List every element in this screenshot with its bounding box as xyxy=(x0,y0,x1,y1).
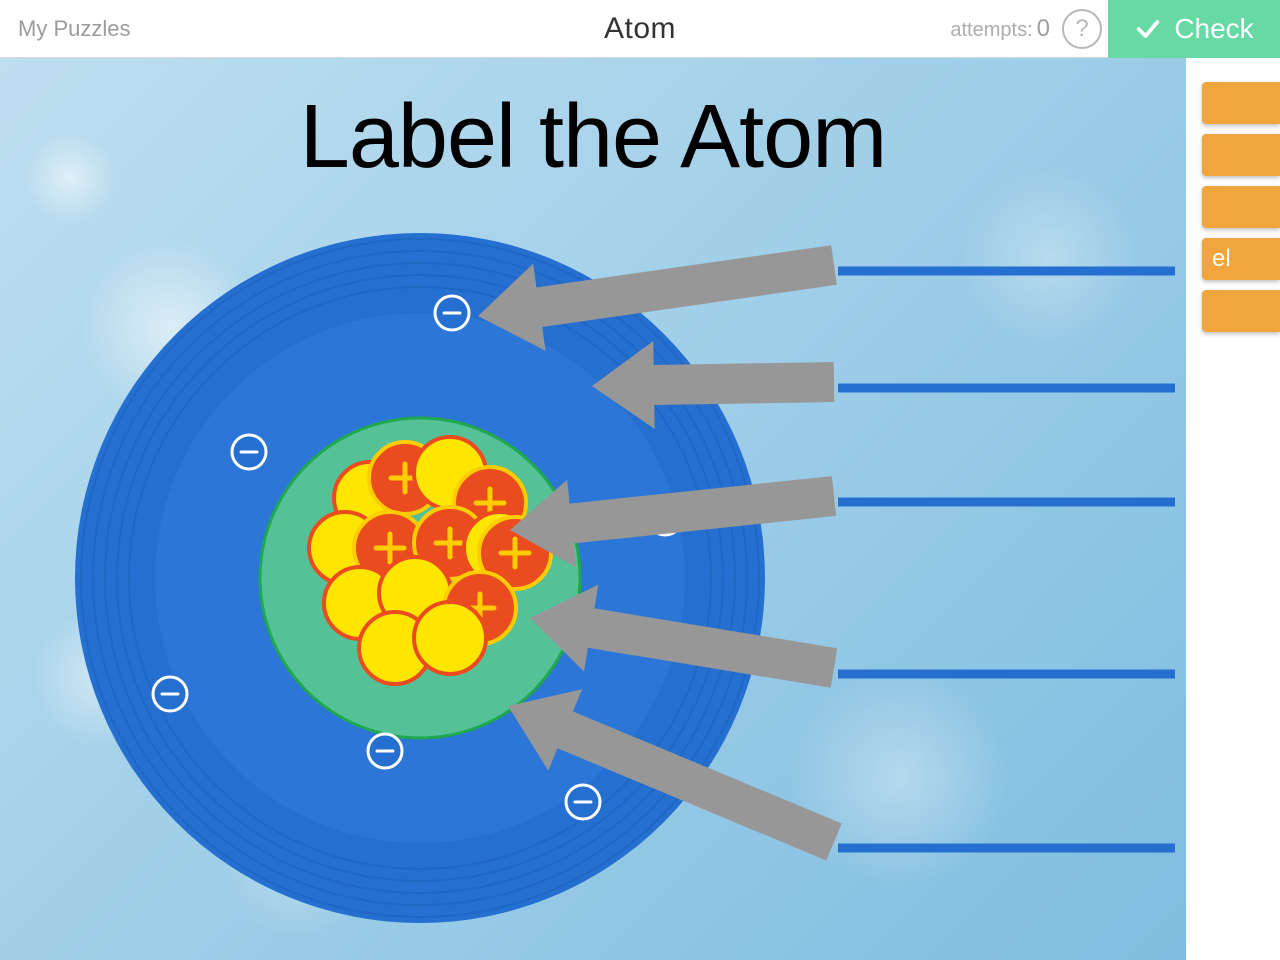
label-chip[interactable] xyxy=(1202,186,1280,228)
atom-diagram xyxy=(0,58,1186,960)
check-button[interactable]: Check xyxy=(1108,0,1280,58)
label-chip[interactable] xyxy=(1202,134,1280,176)
label-chip-tray: el xyxy=(1186,58,1280,960)
attempts-count: 0 xyxy=(1037,15,1050,43)
check-icon xyxy=(1134,15,1162,43)
check-label: Check xyxy=(1174,13,1253,45)
help-button[interactable]: ? xyxy=(1062,9,1102,49)
label-chip[interactable] xyxy=(1202,82,1280,124)
attempts-counter: attempts: 0 xyxy=(950,15,1050,43)
puzzle-title: Atom xyxy=(604,12,676,46)
attempts-label: attempts: xyxy=(950,19,1032,42)
label-chip[interactable]: el xyxy=(1202,238,1280,280)
app-header: My Puzzles Atom attempts: 0 ? Check xyxy=(0,0,1280,58)
back-button[interactable]: My Puzzles xyxy=(0,16,130,42)
label-chip[interactable] xyxy=(1202,290,1280,332)
puzzle-stage: Label the Atom xyxy=(0,58,1186,960)
